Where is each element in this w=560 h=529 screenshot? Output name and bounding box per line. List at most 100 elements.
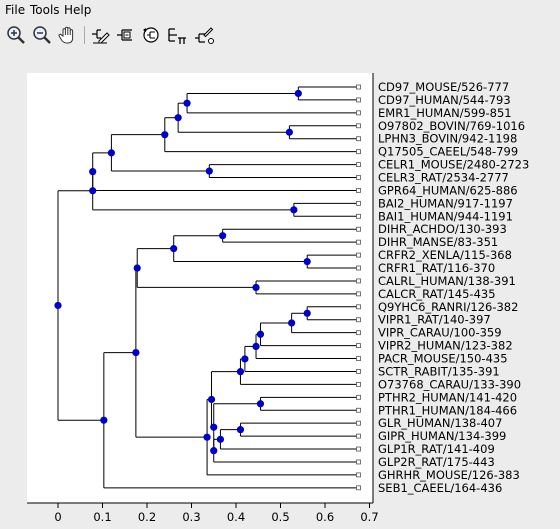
leaf-label[interactable]: O73768_CARAU/133-390 [378, 377, 521, 391]
tree-node-9[interactable] [89, 187, 97, 195]
leaf-marker[interactable] [356, 317, 361, 323]
leaf-marker[interactable] [356, 291, 361, 297]
leaf-marker[interactable] [356, 485, 361, 491]
leaf-label[interactable]: PTHR1_HUMAN/184-466 [378, 403, 517, 417]
leaf-marker[interactable] [356, 162, 361, 167]
cut-tree-button[interactable] [166, 24, 188, 46]
menu-help[interactable]: Help [64, 3, 92, 17]
leaf-label[interactable]: GPR64_HUMAN/625-886 [378, 183, 518, 197]
leaf-marker[interactable] [356, 84, 361, 90]
leaf-marker[interactable] [356, 265, 361, 271]
tree-node-30[interactable] [54, 301, 62, 310]
tree-node-29[interactable] [100, 416, 108, 424]
reroot-button[interactable] [140, 24, 162, 46]
leaf-marker[interactable] [356, 175, 361, 180]
leaf-label[interactable]: CELR1_MOUSE/2480-2723 [378, 158, 529, 172]
leaf-marker[interactable] [356, 213, 361, 219]
leaf-marker[interactable] [356, 149, 361, 155]
leaf-marker[interactable] [356, 381, 361, 387]
tree-node-20[interactable] [236, 368, 245, 376]
tree-node-23[interactable] [216, 435, 225, 443]
leaf-label[interactable]: CALCR_RAT/145-435 [378, 287, 496, 301]
zoom-out-button[interactable] [31, 24, 53, 46]
leaf-label[interactable]: Q9YHC6_RANRI/126-382 [378, 300, 518, 314]
collapse-node-button[interactable] [114, 24, 136, 46]
tree-node-4[interactable] [161, 131, 169, 139]
leaf-marker[interactable] [356, 200, 361, 206]
leaf-marker[interactable] [356, 356, 361, 361]
leaf-label[interactable]: GLR_HUMAN/138-407 [378, 416, 502, 430]
leaf-label[interactable]: SEB1_CAEEL/164-436 [378, 481, 502, 495]
zoom-in-button[interactable] [5, 24, 27, 46]
leaf-label[interactable]: VIPR2_HUMAN/123-382 [378, 339, 513, 353]
tree-node-27[interactable] [203, 433, 211, 441]
tree-node-6[interactable] [107, 149, 115, 157]
leaf-label[interactable]: BAI1_HUMAN/944-1191 [378, 209, 513, 223]
leaf-label[interactable]: VIPR1_RAT/140-397 [378, 313, 491, 327]
tree-node-5[interactable] [205, 167, 213, 175]
leaf-label[interactable]: PTHR2_HUMAN/141-420 [378, 390, 517, 404]
tree-node-0[interactable] [294, 89, 302, 98]
leaf-label[interactable]: VIPR_CARAU/100-359 [378, 326, 502, 340]
leaf-marker[interactable] [356, 239, 361, 245]
leaf-marker[interactable] [356, 459, 361, 465]
leaf-label[interactable]: PACR_MOUSE/150-435 [378, 352, 508, 366]
tree-node-21[interactable] [256, 400, 265, 408]
tree-node-12[interactable] [170, 245, 178, 253]
leaf-marker[interactable] [356, 433, 361, 439]
leaf-label[interactable]: GIPR_HUMAN/134-399 [378, 429, 506, 443]
leaf-label[interactable]: CRFR2_XENLA/115-368 [378, 248, 512, 262]
tree-node-2[interactable] [285, 128, 293, 136]
tree-node-26[interactable] [207, 395, 216, 404]
tree-node-8[interactable] [290, 206, 298, 214]
leaf-label[interactable]: O97802_BOVIN/769-1016 [378, 119, 525, 133]
leaf-marker[interactable] [356, 136, 361, 142]
leaf-marker[interactable] [356, 278, 361, 284]
leaf-label[interactable]: CELR3_RAT/2534-2777 [378, 171, 509, 185]
tree-node-14[interactable] [133, 264, 141, 272]
leaf-label[interactable]: Q17505_CAEEL/548-799 [378, 145, 518, 159]
edit-node-button[interactable] [89, 24, 111, 46]
leaf-label[interactable]: GHRHR_MOUSE/126-383 [378, 468, 520, 482]
leaf-marker[interactable] [356, 110, 361, 116]
leaf-label[interactable]: BAI2_HUMAN/917-1197 [378, 196, 513, 210]
leaf-marker[interactable] [356, 407, 361, 413]
leaf-label[interactable]: LPHN3_BOVIN/942-1198 [378, 132, 517, 146]
leaf-label[interactable]: CD97_HUMAN/544-793 [378, 93, 511, 107]
leaf-label[interactable]: CALRL_HUMAN/138-391 [378, 274, 516, 288]
leaf-label[interactable]: CD97_MOUSE/526-777 [378, 80, 509, 94]
tree-node-11[interactable] [303, 257, 311, 266]
tree-node-24[interactable] [210, 447, 218, 455]
leaf-label[interactable]: DIHR_ACHDO/130-393 [378, 222, 507, 236]
tree-node-10[interactable] [219, 232, 227, 240]
leaf-label[interactable]: GLP1R_RAT/141-409 [378, 442, 495, 456]
tree-node-28[interactable] [132, 348, 140, 357]
pan-button[interactable] [57, 24, 79, 46]
tree-node-13[interactable] [252, 283, 260, 292]
tree-node-15[interactable] [303, 309, 311, 317]
leaf-marker[interactable] [356, 97, 361, 103]
tree-settings-button[interactable] [192, 24, 214, 46]
tree-node-3[interactable] [174, 114, 182, 122]
tree-node-16[interactable] [288, 319, 296, 327]
leaf-marker[interactable] [356, 252, 361, 258]
tree-node-22[interactable] [236, 426, 245, 434]
leaf-label[interactable]: EMR1_HUMAN/599-851 [378, 106, 512, 120]
leaf-label[interactable]: CRFR1_RAT/116-370 [378, 261, 495, 275]
leaf-marker[interactable] [356, 188, 361, 193]
leaf-label[interactable]: SCTR_RABIT/135-391 [378, 364, 500, 378]
leaf-marker[interactable] [356, 226, 361, 232]
tree-node-25[interactable] [210, 423, 218, 431]
leaf-marker[interactable] [356, 304, 361, 310]
leaf-marker[interactable] [356, 394, 361, 400]
menu-tools[interactable]: Tools [30, 3, 60, 17]
tree-node-18[interactable] [252, 342, 260, 351]
leaf-label[interactable]: DIHR_MANSE/83-351 [378, 235, 498, 249]
tree-node-19[interactable] [241, 355, 249, 363]
tree-node-1[interactable] [183, 99, 191, 107]
leaf-marker[interactable] [356, 369, 361, 374]
leaf-marker[interactable] [356, 123, 361, 129]
menu-file[interactable]: File [5, 3, 26, 17]
leaf-label[interactable]: GLP2R_RAT/175-443 [378, 455, 495, 469]
leaf-marker[interactable] [356, 330, 361, 336]
